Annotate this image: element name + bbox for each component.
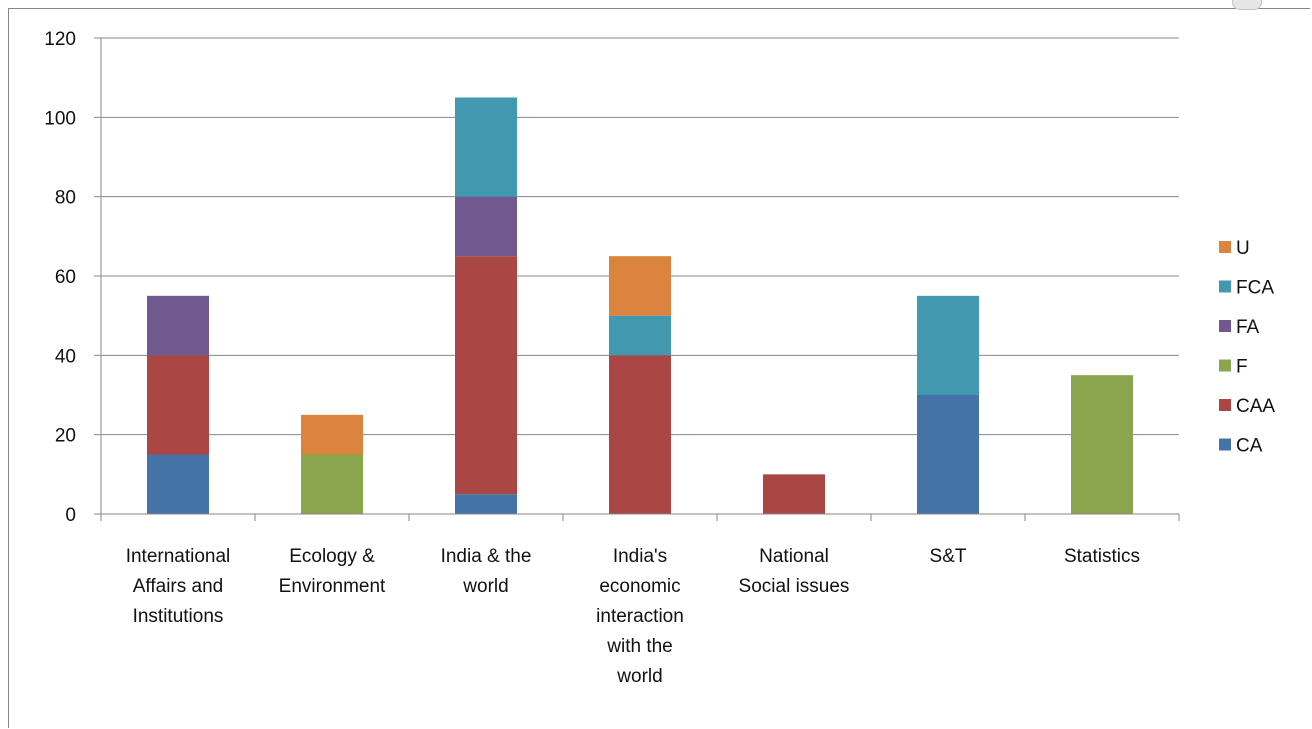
bars <box>147 97 1133 514</box>
bar-segment-caa <box>147 355 209 455</box>
y-axis: 0 20 40 60 80 100 120 <box>44 29 102 526</box>
bar-segment-caa <box>455 256 517 495</box>
x-category-label-line: National <box>759 546 829 567</box>
legend-swatch-fca <box>1219 280 1231 293</box>
x-category-label-line: with the <box>606 636 672 657</box>
x-category-label-line: world <box>462 576 508 597</box>
bar-segment-f <box>301 454 363 514</box>
bar-segment-caa <box>609 355 671 514</box>
x-category-label: India & the world <box>441 546 532 597</box>
legend-label-fca: FCA <box>1236 278 1274 299</box>
x-category-label-line: Institutions <box>133 606 224 627</box>
x-category-label: S&T <box>930 546 967 567</box>
x-axis: International Affairs and Institutions Ecol… <box>100 513 1180 687</box>
x-category-label: India's economic interaction with the world <box>596 546 684 687</box>
x-category-label-line: Statistics <box>1064 546 1140 567</box>
x-category-label-line: economic <box>599 576 680 597</box>
y-tick-label: 80 <box>55 188 76 209</box>
x-category-label-line: interaction <box>596 606 684 627</box>
bar-segment-fca <box>609 315 671 356</box>
x-category-label-line: world <box>616 666 662 687</box>
y-tick-label: 0 <box>65 505 76 526</box>
x-category-label-line: Environment <box>279 576 386 597</box>
y-tick-label: 60 <box>55 267 76 288</box>
legend-swatch-f <box>1219 359 1231 372</box>
bar-segment-u <box>301 414 363 455</box>
y-tick-label: 100 <box>44 108 76 129</box>
legend-label-u: U <box>1236 238 1250 259</box>
bar-segment-fa <box>147 295 209 356</box>
x-category-label-line: Affairs and <box>133 576 223 597</box>
x-category-label-line: India & the <box>441 546 532 567</box>
bar-segment-caa <box>763 474 825 514</box>
x-category-label-line: India's <box>613 546 667 567</box>
legend-label-fa: FA <box>1236 317 1260 338</box>
x-category-label-line: S&T <box>930 546 967 567</box>
chart-frame <box>8 8 1310 728</box>
bar-segment-ca <box>147 454 209 514</box>
legend: U FCA FA F CAA CA <box>1219 238 1275 457</box>
bar-segment-fca <box>455 97 517 197</box>
x-category-label: Ecology & Environment <box>279 546 386 597</box>
x-category-label-line: Ecology & <box>289 546 375 567</box>
bar-segment-f <box>1071 375 1133 514</box>
legend-swatch-caa <box>1219 399 1231 411</box>
y-tick-label: 40 <box>55 346 76 367</box>
x-category-label: National Social issues <box>739 546 850 597</box>
x-category-label-line: International <box>126 546 231 567</box>
bar-segment-ca <box>917 395 979 514</box>
x-category-label-line: Social issues <box>739 576 850 597</box>
legend-label-ca: CA <box>1236 436 1263 457</box>
legend-label-f: F <box>1236 357 1248 378</box>
legend-swatch-ca <box>1219 438 1231 451</box>
x-category-label: Statistics <box>1064 546 1140 567</box>
legend-label-caa: CAA <box>1236 396 1275 417</box>
legend-swatch-fa <box>1219 320 1231 332</box>
bar-segment-fca <box>917 295 979 395</box>
bar-segment-u <box>609 256 671 316</box>
y-tick-label: 20 <box>55 426 76 447</box>
bar-segment-ca <box>455 494 517 514</box>
x-category-label: International Affairs and Institutions <box>126 546 231 627</box>
legend-swatch-u <box>1219 241 1231 253</box>
y-tick-label: 120 <box>44 29 76 50</box>
bar-segment-fa <box>455 196 517 257</box>
